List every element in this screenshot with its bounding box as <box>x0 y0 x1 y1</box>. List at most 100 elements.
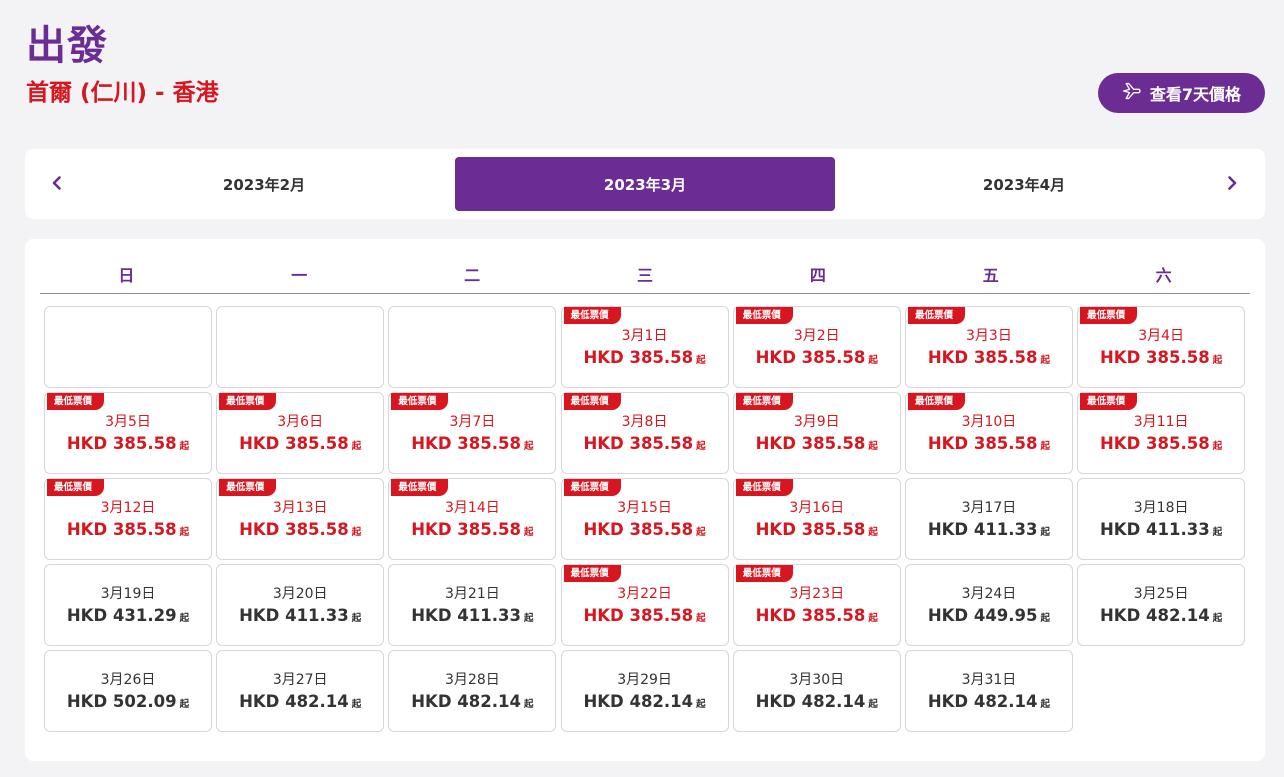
day-price-line: HKD 449.95 起 <box>906 605 1072 630</box>
day-price-line: HKD 385.58 起 <box>217 433 383 458</box>
day-price-line: HKD 385.58 起 <box>734 605 900 630</box>
from-suffix: 起 <box>351 441 362 452</box>
month-tab-2023-04[interactable]: 2023年4月 <box>982 175 1066 194</box>
day-price-line: HKD 385.58 起 <box>389 433 555 458</box>
day-date: 3月22日 <box>617 586 672 602</box>
day-price-line: HKD 385.58 起 <box>389 519 555 544</box>
next-month-button[interactable] <box>1219 171 1245 197</box>
prev-month-button[interactable] <box>44 171 70 197</box>
day-cell[interactable]: 3月24日 HKD 449.95 起 <box>904 564 1073 646</box>
day-cell[interactable]: 最低票價 3月4日 HKD 385.58 起 <box>1077 306 1246 388</box>
day-date: 3月26日 <box>100 672 156 688</box>
day-date: 3月10日 <box>961 414 1017 430</box>
from-suffix: 起 <box>1040 699 1051 710</box>
day-price-line: HKD 385.58 起 <box>562 519 728 544</box>
lowest-fare-badge: 最低票價 <box>907 307 965 324</box>
day-price: HKD 385.58 <box>239 520 349 539</box>
day-date: 3月15日 <box>617 500 672 516</box>
day-cell[interactable]: 3月30日 HKD 482.14 起 <box>732 650 901 732</box>
day-date: 3月29日 <box>617 672 672 688</box>
day-date: 3月16日 <box>789 500 845 516</box>
from-suffix: 起 <box>179 699 190 710</box>
day-cell[interactable]: 3月19日 HKD 431.29 起 <box>44 564 212 646</box>
day-cell[interactable]: 最低票價 3月15日 HKD 385.58 起 <box>560 478 729 560</box>
day-cell[interactable]: 最低票價 3月8日 HKD 385.58 起 <box>560 392 729 474</box>
day-date: 3月4日 <box>1138 328 1185 344</box>
day-price-line: HKD 502.09 起 <box>45 691 211 716</box>
from-suffix: 起 <box>351 699 362 710</box>
day-date: 3月12日 <box>100 500 156 516</box>
day-date: 3月21日 <box>445 586 500 602</box>
day-cell[interactable]: 最低票價 3月5日 HKD 385.58 起 <box>44 392 212 474</box>
weekday-fri: 五 <box>982 266 999 285</box>
lowest-fare-badge: 最低票價 <box>47 393 105 410</box>
day-date: 3月5日 <box>105 414 151 430</box>
day-cell[interactable]: 3月29日 HKD 482.14 起 <box>560 650 729 732</box>
day-date: 3月13日 <box>272 500 328 516</box>
day-cell[interactable]: 3月28日 HKD 482.14 起 <box>388 650 557 732</box>
day-price: HKD 482.14 <box>583 692 694 711</box>
day-price-line: HKD 385.58 起 <box>734 433 900 458</box>
chevron-right-icon <box>1225 175 1239 194</box>
lowest-fare-badge: 最低票價 <box>907 393 965 410</box>
day-price: HKD 502.09 <box>66 692 177 711</box>
weekday-mon: 一 <box>291 266 308 285</box>
day-cell[interactable]: 3月27日 HKD 482.14 起 <box>216 650 385 732</box>
plane-icon <box>1122 81 1142 105</box>
day-price: HKD 385.58 <box>927 348 1038 367</box>
day-cell[interactable]: 3月20日 HKD 411.33 起 <box>216 564 385 646</box>
day-cell[interactable]: 3月25日 HKD 482.14 起 <box>1077 564 1246 646</box>
day-cell[interactable]: 最低票價 3月6日 HKD 385.58 起 <box>216 392 385 474</box>
lowest-fare-badge: 最低票價 <box>735 393 793 410</box>
day-price: HKD 482.14 <box>927 692 1038 711</box>
day-date: 3月17日 <box>961 500 1017 516</box>
day-cell[interactable]: 最低票價 3月1日 HKD 385.58 起 <box>560 306 729 388</box>
day-cell[interactable]: 3月31日 HKD 482.14 起 <box>904 650 1073 732</box>
day-price-line: HKD 482.14 起 <box>217 691 383 716</box>
day-price: HKD 385.58 <box>239 434 349 453</box>
lowest-fare-badge: 最低票價 <box>1080 307 1138 324</box>
day-price: HKD 482.14 <box>1100 606 1210 625</box>
weekday-tue: 二 <box>464 266 481 285</box>
day-cell[interactable]: 最低票價 3月14日 HKD 385.58 起 <box>388 478 557 560</box>
day-cell[interactable]: 最低票價 3月22日 HKD 385.58 起 <box>560 564 729 646</box>
day-cell[interactable]: 3月26日 HKD 502.09 起 <box>44 650 212 732</box>
day-cell[interactable]: 最低票價 3月3日 HKD 385.58 起 <box>904 306 1073 388</box>
day-price: HKD 385.58 <box>755 606 866 625</box>
from-suffix: 起 <box>351 527 362 538</box>
day-price: HKD 385.58 <box>1100 434 1210 453</box>
day-date: 3月25日 <box>1133 586 1189 602</box>
day-cell[interactable]: 最低票價 3月16日 HKD 385.58 起 <box>732 478 901 560</box>
day-cell[interactable]: 最低票價 3月2日 HKD 385.58 起 <box>732 306 901 388</box>
from-suffix: 起 <box>868 441 878 452</box>
day-cell[interactable]: 3月17日 HKD 411.33 起 <box>904 478 1073 560</box>
day-cell[interactable]: 最低票價 3月12日 HKD 385.58 起 <box>44 478 212 560</box>
day-price: HKD 482.14 <box>411 692 521 711</box>
from-suffix: 起 <box>179 441 190 452</box>
day-date: 3月31日 <box>961 672 1017 688</box>
from-suffix: 起 <box>179 527 190 538</box>
day-price: HKD 385.58 <box>583 348 694 367</box>
month-tab-2023-03-selected[interactable]: 2023年3月 <box>455 157 835 211</box>
day-date: 3月9日 <box>793 414 840 430</box>
from-suffix: 起 <box>868 699 878 710</box>
month-tab-2023-02[interactable]: 2023年2月 <box>222 175 306 194</box>
from-suffix: 起 <box>1212 441 1223 452</box>
day-date: 3月1日 <box>621 328 668 344</box>
day-cell[interactable]: 3月18日 HKD 411.33 起 <box>1077 478 1246 560</box>
day-cell[interactable]: 最低票價 3月13日 HKD 385.58 起 <box>216 478 385 560</box>
day-cell[interactable]: 3月21日 HKD 411.33 起 <box>388 564 557 646</box>
day-cell[interactable]: 最低票價 3月9日 HKD 385.58 起 <box>732 392 901 474</box>
day-cell[interactable]: 最低票價 3月7日 HKD 385.58 起 <box>388 392 557 474</box>
day-cell[interactable]: 最低票價 3月10日 HKD 385.58 起 <box>904 392 1073 474</box>
day-cell[interactable]: 最低票價 3月11日 HKD 385.58 起 <box>1077 392 1246 474</box>
day-cell[interactable]: 最低票價 3月23日 HKD 385.58 起 <box>732 564 901 646</box>
day-price: HKD 385.58 <box>411 520 521 539</box>
lowest-fare-badge: 最低票價 <box>563 565 621 582</box>
view-7-day-prices-button[interactable]: 查看7天價格 <box>1098 73 1265 113</box>
from-suffix: 起 <box>523 613 534 624</box>
lowest-fare-badge: 最低票價 <box>391 479 449 496</box>
lowest-fare-badge: 最低票價 <box>735 565 793 582</box>
day-price: HKD 431.29 <box>66 606 177 625</box>
day-price: HKD 385.58 <box>927 434 1038 453</box>
